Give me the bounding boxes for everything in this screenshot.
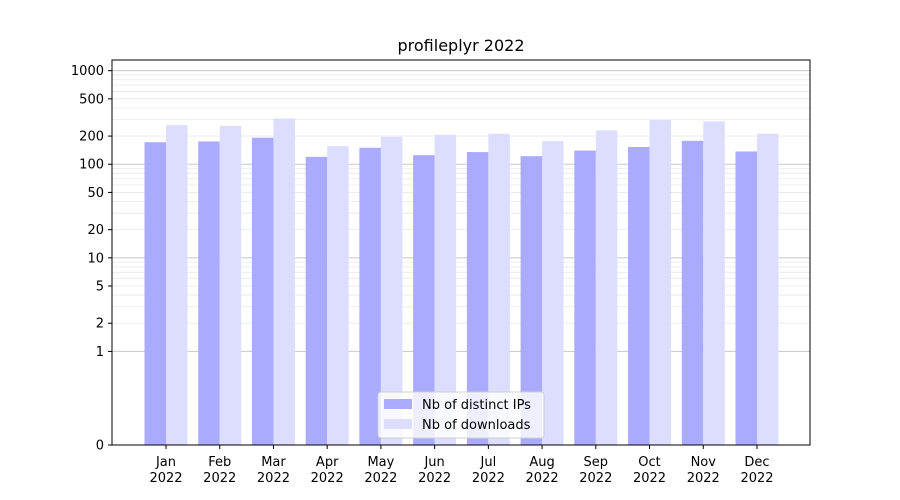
x-tick-label: Jul: [480, 455, 497, 470]
x-tick-label: 2022: [579, 471, 612, 486]
x-tick-label: 2022: [526, 471, 559, 486]
y-tick-label: 1000: [71, 64, 104, 79]
x-tick-label: Oct: [638, 455, 660, 470]
x-tick-label: 2022: [364, 471, 397, 486]
x-tick-label: Jun: [423, 455, 444, 470]
x-tick-label: Apr: [316, 455, 339, 470]
x-tick-label: 2022: [418, 471, 451, 486]
x-tick-label: 2022: [203, 471, 236, 486]
bar-distinct-ips: [359, 147, 381, 445]
bar-downloads: [273, 118, 295, 445]
legend-swatch: [384, 399, 412, 409]
x-tick-label: 2022: [687, 471, 720, 486]
x-tick-label: 2022: [472, 471, 505, 486]
y-tick-label: 1: [96, 345, 104, 360]
y-tick-label: 2: [96, 317, 104, 332]
x-tick-label: Feb: [208, 455, 231, 470]
y-tick-label: 100: [79, 158, 104, 173]
x-tick-label: May: [367, 455, 394, 470]
bar-downloads: [488, 133, 510, 446]
x-tick-label: Dec: [744, 455, 769, 470]
bar-downloads: [595, 130, 618, 446]
bar-distinct-ips: [628, 146, 650, 446]
x-tick-label: 2022: [257, 471, 290, 486]
x-tick-label: Mar: [261, 455, 286, 470]
bar-distinct-ips: [735, 151, 757, 446]
bar-downloads: [380, 136, 403, 446]
bar-downloads: [219, 125, 242, 445]
y-tick-label: 0: [96, 439, 104, 454]
bar-downloads: [703, 121, 725, 445]
chart-title: profileplyr 2022: [398, 36, 525, 55]
legend-label: Nb of distinct IPs: [422, 398, 531, 413]
y-tick-label: 200: [79, 130, 104, 145]
x-tick-label: 2022: [149, 471, 182, 486]
bar-distinct-ips: [305, 156, 328, 446]
x-tick-label: Aug: [529, 455, 554, 470]
y-tick-label: 50: [87, 186, 104, 201]
legend-label: Nb of downloads: [422, 418, 531, 433]
bar-distinct-ips: [144, 142, 166, 445]
bar-downloads: [166, 125, 188, 446]
bar-downloads: [757, 133, 779, 446]
bar-downloads: [434, 134, 457, 446]
y-tick-label: 10: [87, 251, 104, 266]
x-tick-label: Jan: [155, 455, 176, 470]
x-tick-label: 2022: [311, 471, 344, 486]
bar-downloads: [542, 141, 564, 446]
bar-distinct-ips: [520, 156, 543, 445]
x-tick-label: Sep: [584, 455, 609, 470]
axes-layer: 01251020501002005001000Jan2022Feb2022Mar…: [71, 59, 811, 486]
y-tick-label: 20: [87, 223, 104, 238]
legend-swatch: [384, 419, 412, 429]
x-tick-label: 2022: [740, 471, 773, 486]
legend-box: [377, 391, 545, 439]
bars-layer: [144, 118, 779, 446]
plot-frame: [111, 59, 811, 446]
bar-distinct-ips: [466, 152, 489, 445]
x-tick-label: Nov: [691, 455, 717, 470]
bar-distinct-ips: [681, 140, 704, 445]
legend: Nb of distinct IPs Nb of downloads: [377, 391, 545, 439]
bar-downloads: [649, 120, 672, 446]
bar-downloads: [327, 146, 349, 445]
y-tick-label: 5: [96, 280, 104, 295]
bar-distinct-ips: [413, 155, 435, 445]
bar-distinct-ips: [251, 137, 274, 445]
bar-distinct-ips: [198, 141, 220, 445]
x-tick-label: 2022: [633, 471, 666, 486]
bar-distinct-ips: [574, 150, 596, 445]
y-tick-label: 500: [79, 92, 104, 107]
